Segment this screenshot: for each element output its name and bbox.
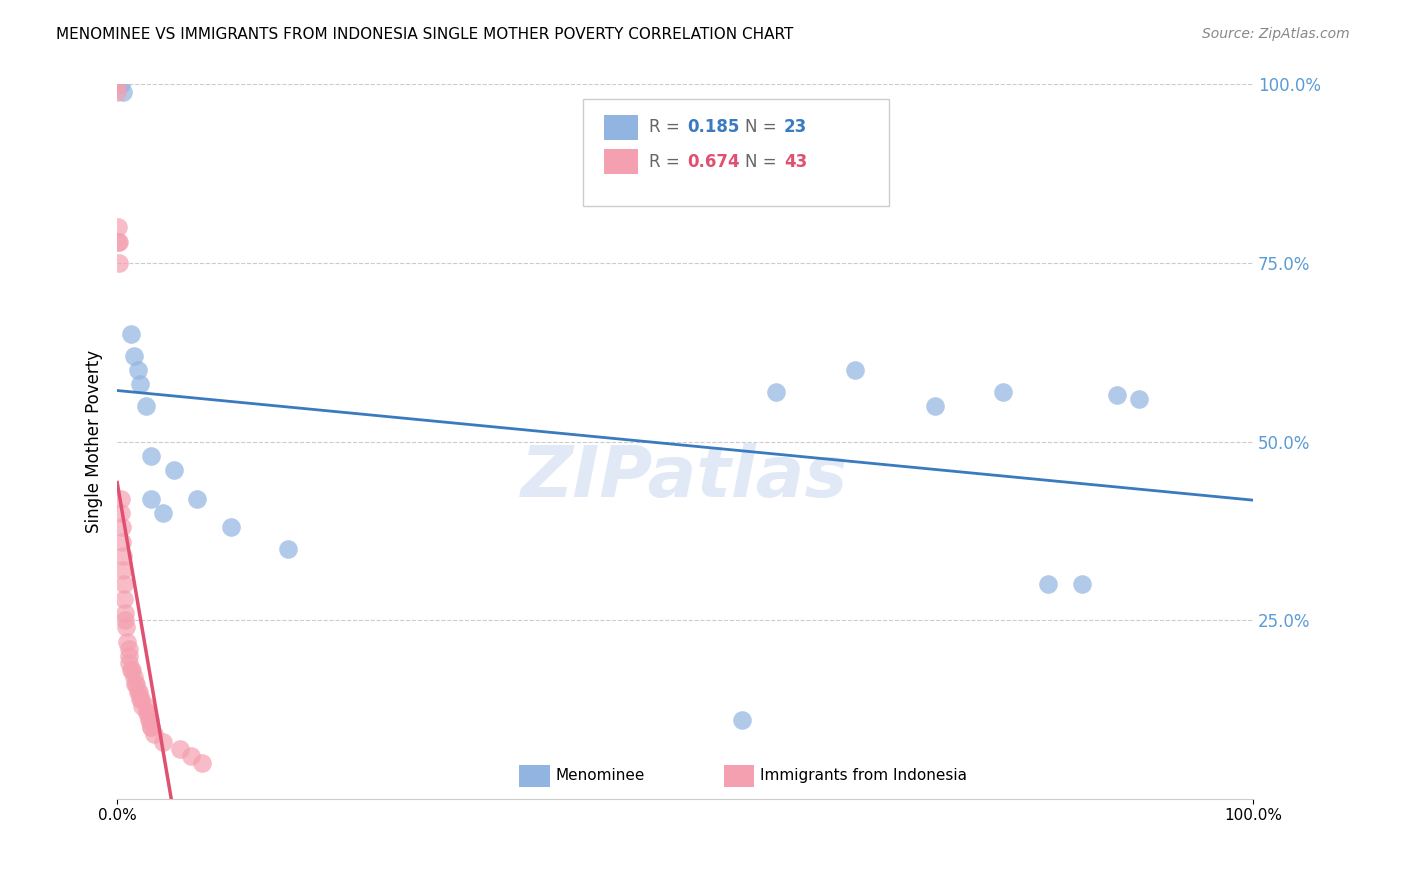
Point (105, 78, 128, 92)
Point (117, 634, 139, 648)
Point (115, 620, 138, 634)
Point (180, 748, 202, 763)
Text: 23: 23 (783, 119, 807, 136)
Point (117, 656, 139, 670)
Point (111, 520, 134, 534)
Point (105, 85, 128, 99)
Text: N =: N = (745, 153, 782, 170)
Point (186, 491, 208, 506)
Point (110, 78, 132, 92)
Text: 43: 43 (783, 153, 807, 170)
FancyBboxPatch shape (605, 115, 638, 140)
Point (136, 706, 159, 720)
Point (127, 363, 149, 377)
Text: R =: R = (648, 119, 685, 136)
Point (169, 741, 191, 756)
Point (135, 706, 157, 720)
Point (1038, 577, 1060, 591)
FancyBboxPatch shape (583, 99, 890, 206)
FancyBboxPatch shape (519, 765, 550, 787)
Point (731, 713, 754, 727)
Text: Menominee: Menominee (555, 768, 645, 783)
Text: ZIPatlas: ZIPatlas (522, 442, 849, 512)
Y-axis label: Single Mother Poverty: Single Mother Poverty (86, 350, 103, 533)
Point (121, 663, 143, 677)
Point (277, 541, 299, 556)
Point (219, 520, 242, 534)
Text: 0.185: 0.185 (688, 119, 740, 136)
Point (110, 506, 132, 520)
Point (163, 463, 186, 477)
Point (765, 384, 787, 399)
Point (128, 684, 150, 698)
Point (991, 384, 1014, 399)
Point (125, 677, 148, 691)
Point (129, 377, 152, 392)
Point (122, 349, 145, 363)
Point (135, 399, 157, 413)
Point (127, 684, 149, 698)
Point (111, 549, 134, 563)
Point (139, 713, 162, 727)
Point (129, 691, 152, 706)
Point (152, 506, 174, 520)
Text: Source: ZipAtlas.com: Source: ZipAtlas.com (1202, 27, 1350, 41)
Point (135, 698, 157, 713)
Point (114, 613, 136, 627)
Point (117, 648, 139, 663)
Point (138, 713, 160, 727)
Point (107, 235, 129, 249)
Point (112, 577, 135, 591)
Point (107, 220, 129, 235)
Point (108, 235, 131, 249)
Point (120, 327, 142, 342)
Point (120, 663, 142, 677)
Point (114, 606, 136, 620)
Point (122, 670, 145, 684)
Point (141, 449, 163, 463)
Point (1128, 392, 1150, 406)
Point (110, 491, 132, 506)
Point (141, 491, 163, 506)
Point (924, 399, 946, 413)
Point (142, 727, 165, 741)
Point (141, 720, 163, 734)
Text: R =: R = (648, 153, 685, 170)
Point (111, 534, 134, 549)
Point (129, 691, 152, 706)
Point (124, 677, 146, 691)
Point (141, 720, 163, 734)
FancyBboxPatch shape (724, 765, 754, 787)
Text: N =: N = (745, 119, 782, 136)
FancyBboxPatch shape (605, 150, 638, 175)
Point (1105, 388, 1128, 402)
Text: 0.674: 0.674 (688, 153, 740, 170)
Point (191, 756, 214, 770)
Text: Immigrants from Indonesia: Immigrants from Indonesia (761, 768, 967, 783)
Point (844, 363, 866, 377)
Text: MENOMINEE VS IMMIGRANTS FROM INDONESIA SINGLE MOTHER POVERTY CORRELATION CHART: MENOMINEE VS IMMIGRANTS FROM INDONESIA S… (56, 27, 793, 42)
Point (108, 256, 131, 270)
Point (117, 641, 139, 656)
Point (112, 591, 135, 606)
Point (111, 85, 134, 99)
Point (111, 563, 134, 577)
Point (152, 734, 174, 748)
Point (131, 698, 153, 713)
Point (1071, 577, 1094, 591)
